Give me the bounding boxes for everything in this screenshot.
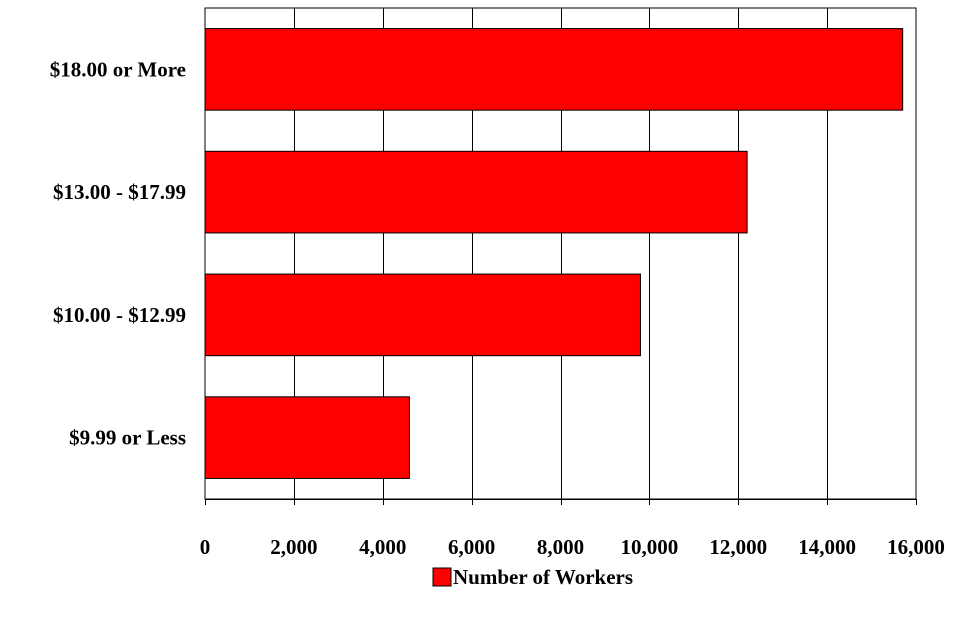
category-label: $10.00 - $12.99: [53, 303, 186, 327]
x-tick-label: 6,000: [448, 535, 495, 559]
category-label: $13.00 - $17.99: [53, 180, 186, 204]
bar: [204, 28, 904, 111]
bar: [204, 150, 748, 234]
legend-label: Number of Workers: [453, 565, 633, 589]
category-label: $9.99 or Less: [69, 426, 186, 450]
x-tick-label: 8,000: [537, 535, 584, 559]
legend-swatch: [432, 567, 452, 587]
x-tick-label: 14,000: [798, 535, 856, 559]
category-labels: $9.99 or Less $10.00 - $12.99 $13.00 - $17…: [50, 57, 186, 449]
bar: [204, 396, 410, 479]
x-tick-label: 16,000: [887, 535, 945, 559]
x-tick-label: 4,000: [359, 535, 406, 559]
bars: [204, 28, 904, 479]
x-tick-label: 0: [200, 535, 211, 559]
x-axis: 0 2,000 4,000 6,000 8,000 10,000 12,000 14,000 1…: [200, 499, 945, 559]
bar: [204, 273, 641, 357]
x-tick-label: 10,000: [621, 535, 679, 559]
x-tick-label: 12,000: [709, 535, 767, 559]
x-tick-label: 2,000: [270, 535, 317, 559]
legend: Number of Workers: [432, 565, 633, 589]
category-label: $18.00 or More: [50, 57, 186, 81]
